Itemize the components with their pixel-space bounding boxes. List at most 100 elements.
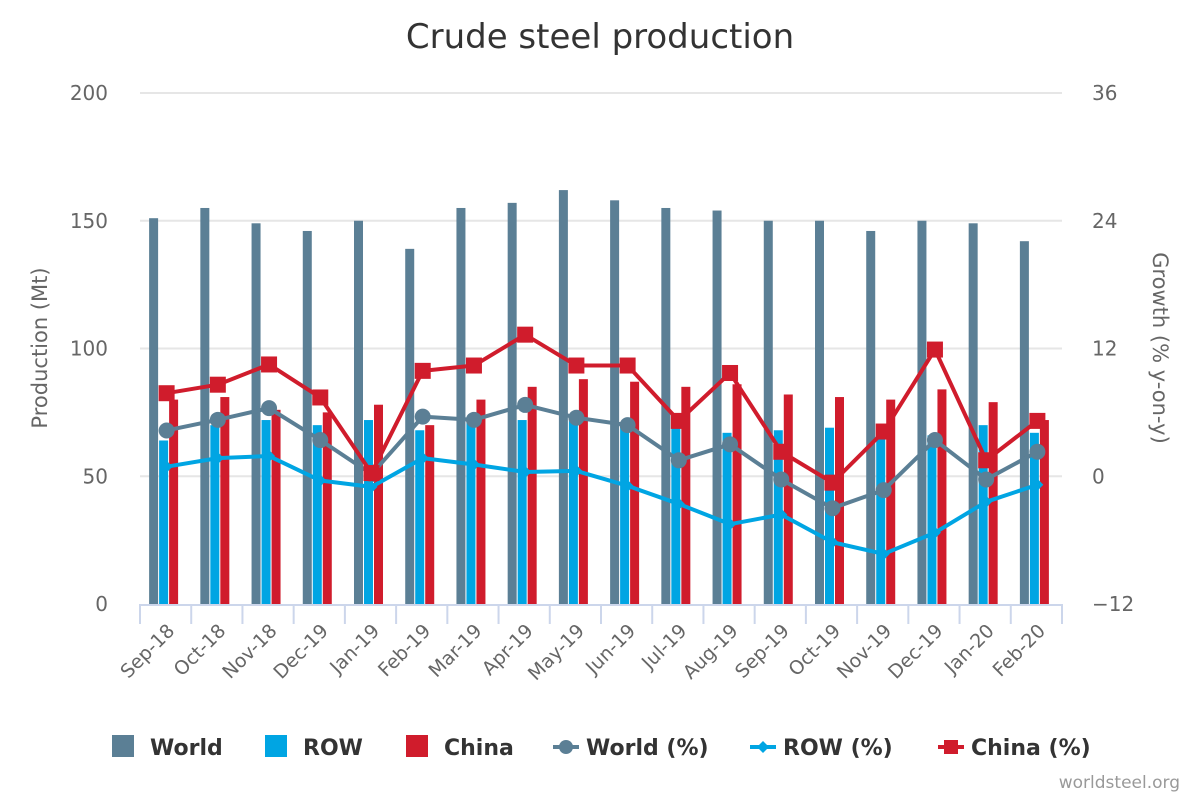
bar-row	[364, 420, 373, 604]
bar-china	[425, 425, 435, 604]
bar-china	[476, 399, 486, 604]
legend-item-row[interactable]: ROW (%)	[750, 736, 893, 761]
legend-label: China	[444, 736, 514, 761]
y2-axis-title: Growth (% y-on-y)	[1148, 252, 1172, 444]
marker-china	[568, 357, 585, 374]
marker-world	[722, 436, 739, 453]
y-tick-label: 50	[83, 464, 108, 488]
marker-china	[670, 412, 687, 429]
bar-row	[159, 440, 169, 604]
legend-item-world[interactable]: World	[112, 735, 223, 761]
bar-china	[835, 397, 844, 604]
x-tick-label: Feb-19	[374, 620, 435, 681]
marker-china	[824, 474, 841, 491]
y-axis-title: Production (Mt)	[28, 267, 52, 428]
marker-china	[926, 341, 943, 358]
x-tick-label: Aug-19	[679, 620, 743, 684]
marker-china	[978, 452, 995, 469]
legend-swatch-icon	[112, 735, 134, 757]
legend-circle-icon	[559, 740, 573, 754]
marker-world	[824, 500, 841, 517]
x-tick-label: Jan-20	[940, 620, 999, 679]
x-tick-label: Nov-18	[218, 620, 281, 683]
marker-china	[619, 357, 636, 374]
marker-row	[621, 479, 634, 492]
marker-world	[1029, 443, 1046, 460]
bar-row	[620, 427, 630, 604]
marker-china	[773, 443, 790, 460]
legend-item-world[interactable]: World (%)	[553, 736, 709, 761]
bar-world	[712, 210, 722, 604]
bar-row	[927, 435, 937, 604]
bar-china	[374, 404, 383, 604]
marker-row	[160, 460, 173, 473]
bar-world	[558, 190, 568, 604]
bar-world	[763, 220, 773, 604]
bar-china	[681, 386, 691, 604]
marker-china	[465, 357, 482, 374]
right-axis-ticks: −12 0 12 24 36	[1092, 81, 1134, 616]
y2-tick-label: 24	[1092, 209, 1117, 233]
marker-china	[363, 465, 380, 482]
x-tick-label: Dec-19	[269, 620, 333, 684]
legend-item-china[interactable]: China (%)	[938, 736, 1091, 761]
lines	[158, 326, 1046, 560]
y-tick-label: 0	[95, 592, 108, 616]
marker-row	[775, 508, 788, 521]
marker-world	[158, 422, 175, 439]
bar-world	[815, 220, 824, 604]
bar-china	[527, 386, 537, 604]
bar-china	[783, 394, 793, 604]
marker-row	[263, 450, 276, 463]
legend-item-row[interactable]: ROW	[265, 735, 363, 761]
marker-world	[209, 411, 226, 428]
legend-label: China (%)	[971, 736, 1091, 761]
bar-world	[917, 220, 927, 604]
bar-row	[876, 435, 886, 604]
bar-row	[466, 422, 476, 604]
bar-china	[937, 389, 947, 604]
left-axis-ticks: 0 50 100 150 200	[70, 81, 108, 616]
legend: World ROW China World (%) ROW (%) China (%)	[112, 735, 1091, 761]
bar-row	[1029, 432, 1039, 604]
x-tick-label: Jan-19	[325, 620, 384, 679]
bar-world	[610, 200, 620, 604]
bar-china	[271, 409, 281, 604]
bar-row	[722, 432, 732, 604]
line-row	[166, 454, 1039, 556]
y2-tick-label: 36	[1092, 81, 1117, 105]
x-axis: Sep-18Oct-18Nov-18Dec-19Jan-19Feb-19Mar-…	[116, 604, 1063, 685]
marker-row	[1031, 478, 1044, 491]
marker-world	[978, 471, 995, 488]
bar-china	[732, 384, 742, 604]
bar-china	[886, 399, 896, 604]
legend-swatch-icon	[265, 735, 287, 757]
legend-item-china[interactable]: China	[406, 735, 514, 761]
bar-row	[568, 420, 578, 604]
bar-world	[866, 230, 876, 604]
bar-world	[354, 220, 363, 604]
marker-row	[365, 480, 378, 493]
chart-title: Crude steel production	[406, 17, 794, 57]
credit-link[interactable]: worldsteel.org	[1059, 773, 1180, 793]
marker-world	[261, 400, 278, 417]
marker-world	[414, 408, 431, 425]
x-tick-label: May-19	[524, 620, 589, 685]
bar-row	[312, 425, 322, 604]
bar-world	[456, 207, 466, 604]
bar-world	[302, 230, 312, 604]
bar-row	[261, 420, 271, 604]
y2-tick-label: −12	[1092, 592, 1134, 616]
bar-china	[1039, 420, 1049, 604]
marker-world	[568, 409, 585, 426]
bars	[149, 190, 1049, 605]
marker-row	[467, 458, 480, 471]
bar-world	[968, 223, 978, 604]
marker-world	[926, 432, 943, 449]
marker-row	[416, 452, 429, 465]
x-tick-label: Feb-20	[989, 620, 1050, 681]
legend-label: ROW	[303, 736, 363, 761]
marker-china	[875, 423, 892, 440]
bar-world	[405, 248, 415, 605]
